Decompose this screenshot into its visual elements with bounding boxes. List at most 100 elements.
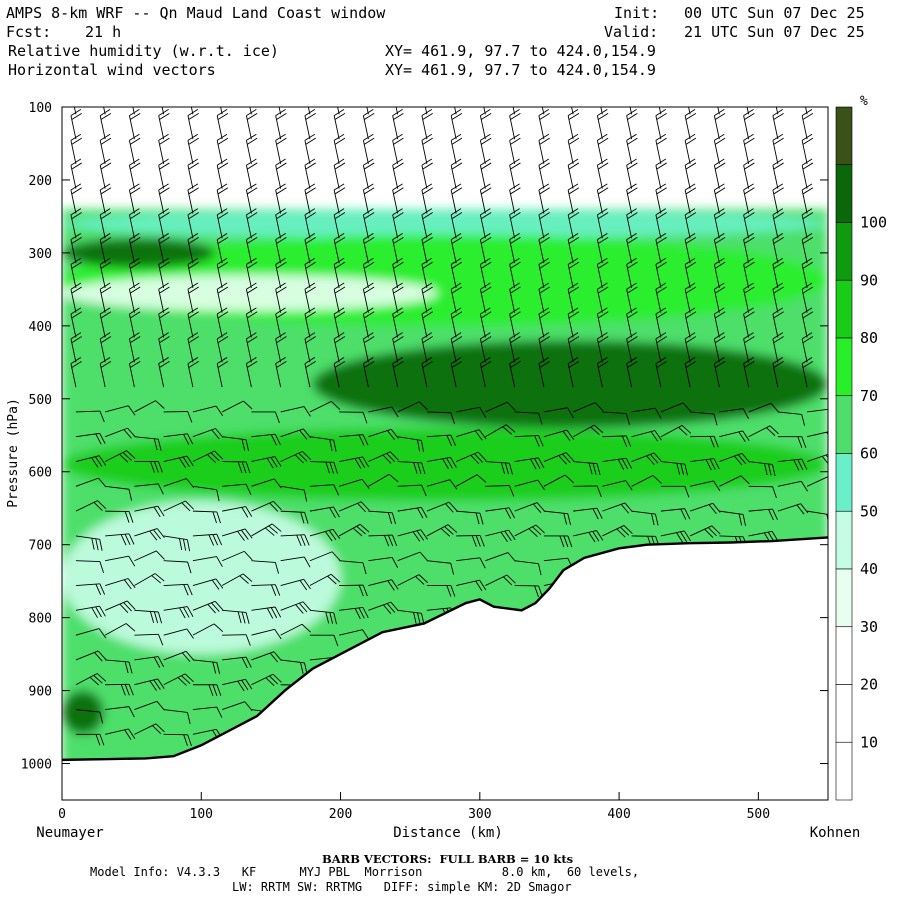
wind-barb	[105, 728, 136, 740]
wind-barb	[105, 706, 135, 718]
wind-barb	[456, 429, 487, 441]
distance-axis: 0 100 200 300 400 500	[58, 792, 770, 822]
wind-barb	[538, 109, 550, 140]
wind-barb	[626, 133, 638, 164]
x-tick-label: 300	[468, 807, 491, 822]
wind-barb	[596, 332, 609, 363]
wind-barb	[392, 133, 404, 164]
wind-barb	[251, 560, 280, 574]
wind-barb	[75, 455, 107, 468]
wind-barb	[75, 535, 103, 551]
x-tick-label: 400	[607, 807, 630, 822]
wind-barb	[655, 357, 667, 388]
colorbar-tick-label: 100	[860, 214, 887, 232]
wind-barb	[158, 233, 170, 264]
wind-barb	[222, 436, 250, 452]
wind-barb	[368, 510, 396, 525]
wind-barb	[450, 233, 463, 264]
wind-barb	[251, 500, 282, 512]
wind-barb	[251, 478, 282, 489]
wind-barb	[743, 307, 755, 338]
wind-barb	[187, 307, 199, 338]
wind-barb	[690, 435, 719, 448]
wind-barb	[128, 208, 141, 239]
wind-barb	[509, 332, 521, 363]
wind-barb	[450, 109, 463, 140]
wind-barb	[280, 428, 312, 440]
wind-barb	[192, 533, 223, 546]
wind-barb	[392, 282, 404, 313]
wind-barb	[304, 158, 316, 189]
wind-barb	[222, 634, 251, 646]
wind-barb	[128, 109, 141, 140]
wind-barb	[450, 183, 463, 214]
wind-barb	[743, 158, 755, 189]
wind-barb	[70, 109, 82, 140]
wind-barb	[572, 402, 604, 413]
wind-barb	[134, 609, 163, 624]
wind-barb	[626, 332, 638, 363]
field2-xy: XY= 461.9, 97.7 to 424.0,154.9	[385, 61, 656, 79]
wind-barb	[163, 606, 194, 619]
wind-barb	[772, 107, 779, 115]
valid-time: 21 UTC Sun 07 Dec 25	[684, 23, 865, 41]
wind-barb	[70, 133, 82, 164]
wind-barb	[339, 456, 370, 469]
fcst-value: 21 h	[85, 23, 122, 41]
wind-barb	[362, 109, 375, 140]
wind-barb	[309, 528, 341, 542]
wind-barb	[333, 158, 346, 189]
y-tick-label: 100	[29, 101, 52, 116]
valid-label: Valid:	[604, 23, 659, 41]
wind-barb	[801, 307, 814, 338]
wind-barb	[128, 282, 141, 313]
wind-barb	[105, 555, 136, 567]
wind-barb	[309, 484, 340, 496]
wind-barb	[70, 357, 82, 388]
wind-barb	[216, 357, 229, 388]
wind-barb	[187, 109, 199, 140]
rh-region-upper-cloud-base	[62, 209, 828, 239]
wind-barb	[275, 107, 282, 115]
wind-barb	[163, 628, 194, 639]
wind-barb	[743, 133, 755, 164]
wind-barb	[743, 109, 755, 140]
wind-barb	[251, 651, 282, 663]
wind-barb	[275, 158, 287, 189]
wind-barb	[596, 307, 609, 338]
wind-barb	[163, 650, 195, 662]
wind-barb	[275, 233, 287, 264]
y-tick-label: 1000	[21, 758, 52, 773]
wind-barb	[251, 673, 282, 687]
x-tick-label: 500	[747, 807, 770, 822]
wind-barb	[567, 332, 580, 363]
fcst-label: Fcst:	[6, 23, 52, 41]
wind-barb	[596, 257, 609, 289]
wind-barb	[251, 411, 280, 424]
wind-barb	[543, 429, 575, 441]
wind-barb	[333, 107, 340, 115]
wind-barb	[216, 307, 229, 338]
wind-barb	[187, 158, 199, 189]
colorbar-tick-label: 30	[860, 618, 878, 636]
wind-barb	[538, 133, 550, 164]
wind-barb	[280, 510, 309, 524]
wind-barb	[280, 485, 308, 502]
model-title: AMPS 8-km WRF -- Qn Maud Land Coast wind…	[6, 4, 386, 22]
wind-barb	[602, 502, 633, 514]
wind-barb	[684, 208, 697, 239]
wind-barb	[163, 733, 192, 746]
wind-barb	[163, 583, 193, 596]
wind-barb	[362, 357, 375, 388]
wind-barb	[192, 623, 224, 636]
colorbar-segment	[835, 510, 853, 570]
wind-barb	[509, 183, 521, 214]
wind-barb	[602, 480, 633, 491]
wind-barb	[245, 183, 258, 214]
wind-barb	[456, 535, 485, 547]
wind-barb	[655, 208, 667, 239]
wind-barb	[801, 133, 814, 164]
wind-barb	[777, 411, 805, 426]
wind-barb	[596, 233, 609, 264]
wind-barb	[275, 257, 287, 289]
